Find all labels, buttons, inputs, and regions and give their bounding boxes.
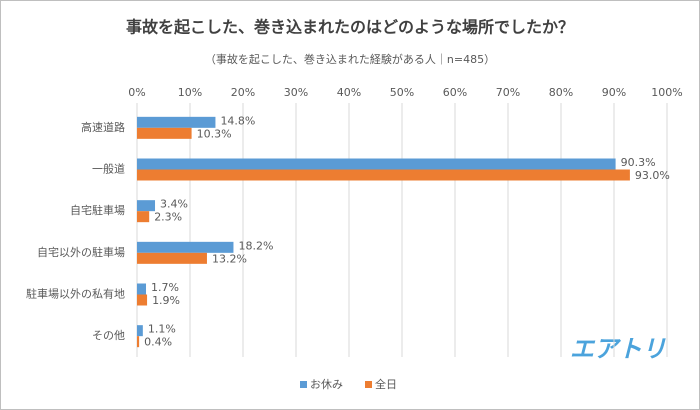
y-tick-label: 高速道路 [81, 120, 125, 134]
bar [137, 211, 150, 223]
y-tick-label: 自宅以外の駐車場 [37, 245, 125, 259]
bar [137, 336, 140, 348]
legend-label: 全日 [375, 377, 397, 391]
value-label: 90.3% [621, 156, 656, 169]
bar [137, 325, 143, 337]
value-label: 10.3% [197, 127, 232, 140]
value-label: 1.9% [152, 294, 180, 307]
chart-title: 事故を起こした、巻き込まれたのはどのような場所でしたか？ [126, 18, 574, 37]
value-label: 3.4% [160, 198, 188, 211]
bar [137, 241, 234, 253]
bar [137, 127, 192, 139]
bar [137, 294, 148, 306]
y-tick-label: 一般道 [92, 162, 125, 176]
x-tick-label: 60% [443, 86, 467, 99]
logo: エアトリ [570, 335, 666, 363]
legend-swatch [365, 381, 372, 388]
value-label: 13.2% [212, 252, 247, 265]
x-tick-label: 10% [178, 86, 202, 99]
value-label: 1.1% [148, 323, 176, 336]
x-tick-label: 80% [549, 86, 573, 99]
x-tick-label: 70% [496, 86, 520, 99]
x-tick-label: 20% [231, 86, 255, 99]
y-tick-label: その他 [92, 329, 125, 342]
bar [137, 169, 630, 181]
bar [137, 116, 216, 128]
x-tick-label: 30% [284, 86, 308, 99]
x-tick-label: 100% [651, 86, 682, 99]
legend-label: お休み [310, 378, 343, 391]
value-label: 1.7% [151, 281, 179, 294]
bar [137, 252, 207, 264]
value-label: 2.3% [154, 211, 182, 224]
value-label: 14.8% [220, 114, 255, 127]
x-tick-label: 90% [602, 86, 626, 99]
y-tick-label: 駐車場以外の私有地 [26, 287, 125, 301]
x-tick-label: 0% [128, 86, 145, 99]
value-label: 93.0% [635, 169, 670, 182]
legend-swatch [300, 381, 307, 388]
y-tick-label: 自宅駐車場 [70, 203, 125, 217]
value-label: 0.4% [144, 336, 172, 349]
bar [137, 158, 616, 170]
value-label: 18.2% [238, 239, 273, 252]
bar [137, 200, 156, 212]
x-tick-label: 50% [390, 86, 414, 99]
chart-subtitle: （事故を起こした、巻き込まれた経験がある人｜n=485） [205, 52, 495, 66]
bar [137, 283, 147, 295]
x-tick-label: 40% [337, 86, 361, 99]
